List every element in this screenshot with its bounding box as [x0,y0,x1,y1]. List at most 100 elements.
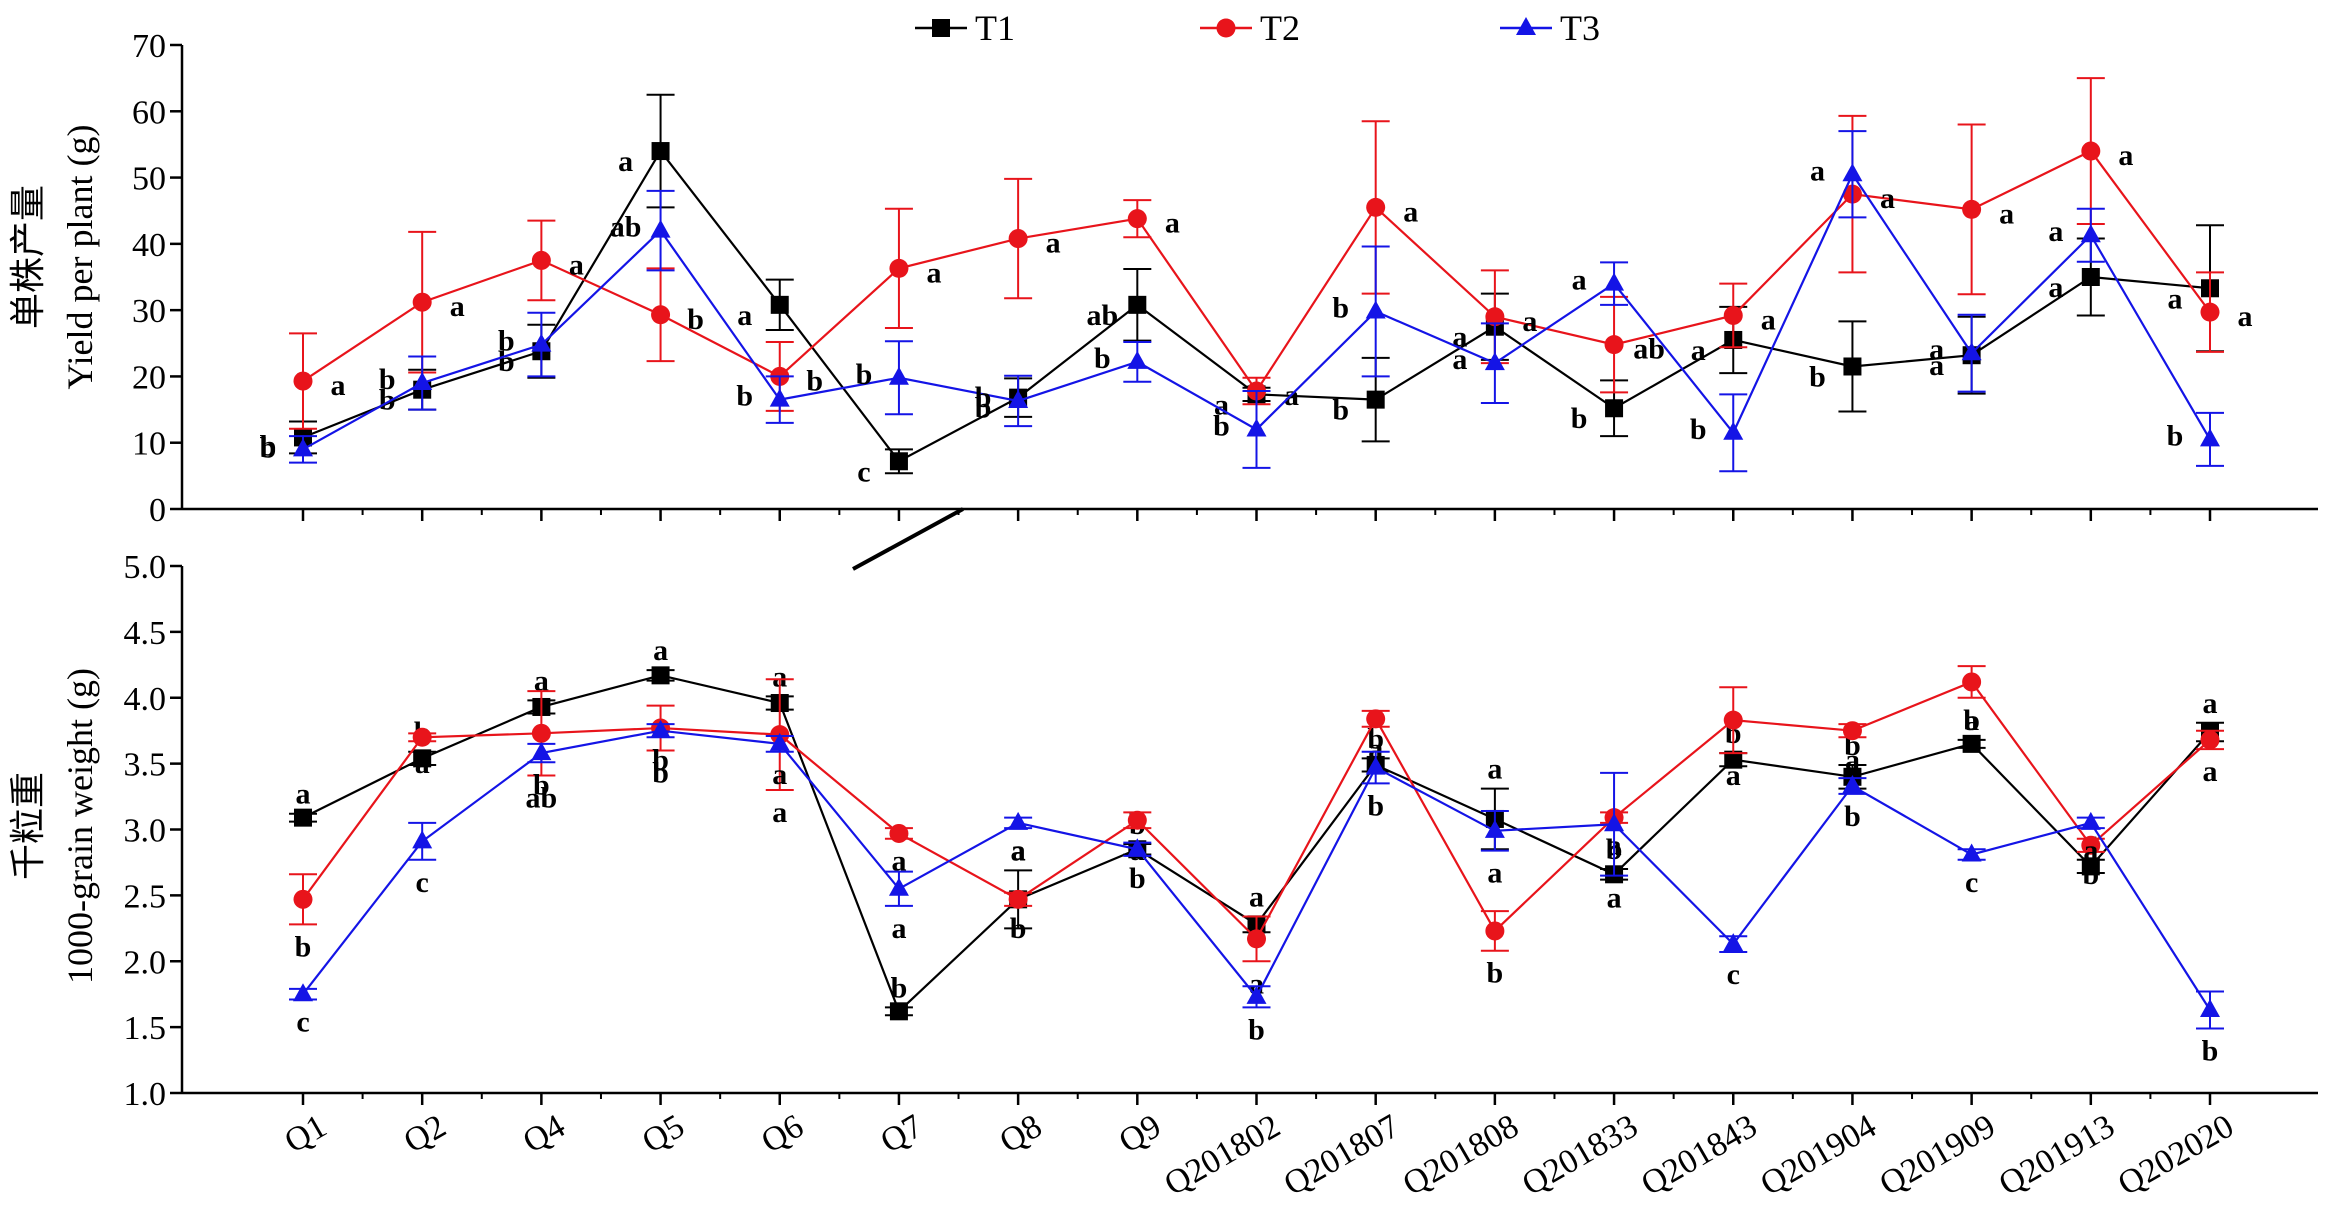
data-point-T1 [889,1002,908,1021]
significance-label: b [652,743,669,776]
yield-y-label: Yield per plant (g) [60,125,100,390]
data-point-T2 [1723,305,1743,325]
significance-label: b [1844,800,1861,833]
significance-label: a [1999,197,2014,230]
y-tick-label: 20 [132,359,166,396]
x-tick-label-Q201843: Q201843 [1635,1108,1763,1203]
x-tick-label-Q6: Q6 [755,1108,809,1161]
significance-label: a [1929,333,1944,366]
significance-label: a [2083,834,2098,867]
data-point-T3 [650,719,671,738]
data-point-T1 [294,808,312,827]
significance-label: a [1165,207,1180,240]
significance-label: a [534,664,549,697]
x-tick-label-Q5: Q5 [636,1108,690,1161]
y-tick-label: 10 [132,426,166,463]
significance-label: a [2168,282,2183,315]
data-point-T2 [889,823,909,843]
y-tick-label: 70 [132,28,166,65]
significance-label: a [1487,753,1502,786]
legend-item-T2: T2 [1200,8,1300,48]
significance-label: b [652,756,669,789]
data-point-T3 [1008,389,1029,408]
significance-label: b [379,384,396,417]
data-point-T2 [2200,302,2220,322]
y-tick-label: 2.5 [124,878,167,915]
panel-connector-line [852,507,964,571]
data-point-T3 [412,830,433,849]
data-point-T1 [1724,750,1743,769]
significance-label: a [772,660,787,693]
data-point-T3 [1961,843,1982,862]
significance-label: b [1129,862,1146,895]
data-point-T2 [1008,229,1028,249]
significance-label: b [260,429,277,462]
data-point-T2 [1842,721,1862,741]
data-point-T2 [651,305,671,325]
significance-label: b [1010,912,1027,945]
legend-item-T3: T3 [1500,8,1600,48]
legend-marker [932,19,950,37]
significance-label: a [1880,182,1895,215]
data-point-T2 [531,723,551,743]
significance-label: b [1487,957,1504,990]
significance-label: a [1691,334,1706,367]
data-point-T1 [2081,268,2100,286]
legend-label-T1: T1 [975,8,1015,48]
y-tick-label: 40 [132,227,166,264]
significance-label: a [2203,755,2218,788]
data-point-T1 [1605,399,1624,418]
significance-label: a [2048,215,2063,248]
significance-label: b [379,363,396,396]
significance-label: a [891,912,906,945]
significance-label: b [806,364,823,397]
x-tick-label-Q201904: Q201904 [1754,1108,1882,1203]
significance-label: a [569,248,584,281]
significance-label: b [2202,1034,2219,1067]
significance-label: a [1607,882,1622,915]
significance-label: a [653,634,668,667]
data-point-T3 [531,742,552,761]
y-tick-label: 4.5 [124,615,167,652]
significance-label: a [2048,271,2063,304]
significance-label: a [415,747,430,780]
significance-label: b [1571,402,1588,435]
grain-weight-y-label: 1000-grain weight (g) [60,668,100,984]
data-point-T2 [1962,199,1982,219]
data-point-T3 [1127,350,1148,369]
data-point-T2 [1604,335,1624,355]
x-tick-label-Q201802: Q201802 [1158,1108,1286,1203]
significance-label: ab [526,781,558,814]
data-point-T3 [1723,933,1744,952]
significance-label: a [1368,733,1383,766]
significance-label: b [736,380,753,413]
significance-label: ab [610,211,642,244]
data-point-T3 [769,732,790,751]
data-point-T2 [293,889,313,909]
significance-label: a [1572,264,1587,297]
data-point-T3 [2200,998,2220,1017]
data-point-T1 [770,295,789,314]
significance-label: b [1094,342,1111,375]
significance-label: b [1213,409,1230,442]
significance-label: b [1332,394,1349,427]
significance-label: b [975,392,992,425]
y-tick-label: 0 [149,492,166,529]
grain-weight-axes: 1.0 1.5 2.0 2.5 3.0 3.5 4.0 4.5 5.0 [124,549,2318,1113]
y-tick-label: 50 [132,161,166,198]
significance-label: b [260,431,277,464]
data-point-T3 [888,877,909,896]
data-point-T3 [531,333,552,352]
data-point-T1 [1128,295,1147,314]
y-tick-label: 5.0 [124,549,167,586]
significance-label: a [618,145,633,178]
data-point-T3 [2200,428,2220,447]
data-point-T2 [1723,710,1743,730]
significance-label: a [2203,687,2218,720]
significance-label: c [296,1005,309,1038]
x-tick-label-Q201833: Q201833 [1516,1108,1644,1203]
data-point-T3 [1008,811,1029,830]
significance-label: b [533,768,550,801]
